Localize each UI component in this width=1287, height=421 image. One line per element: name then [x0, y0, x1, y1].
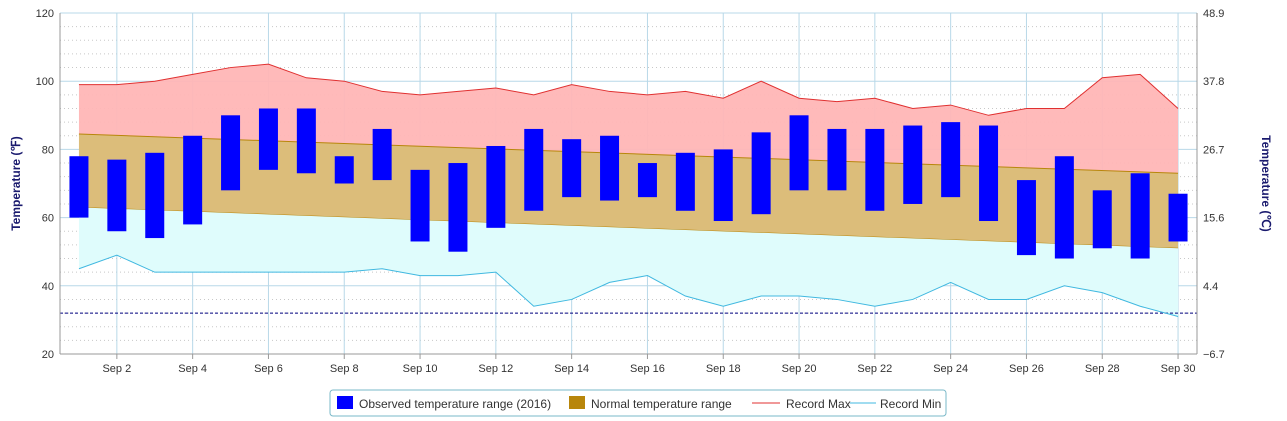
legend-record-max-label: Record Max	[786, 397, 851, 411]
x-tick-label: Sep 10	[403, 363, 438, 375]
observed-bar	[827, 128, 847, 191]
observed-bar	[1130, 173, 1150, 259]
y-left-tick-label: 100	[36, 76, 54, 88]
y-right-tick-label: 48.9	[1203, 8, 1224, 20]
y-left-tick-label: 40	[42, 281, 54, 293]
observed-bar	[1092, 190, 1112, 249]
observed-bar	[258, 108, 278, 170]
observed-bar	[637, 163, 657, 198]
x-tick-label: Sep 28	[1085, 363, 1120, 375]
legend-observed-swatch	[337, 396, 353, 409]
observed-bar	[903, 125, 923, 204]
legend-normal-swatch	[569, 396, 585, 409]
legend-observed-label: Observed temperature range (2016)	[359, 397, 551, 411]
y-right-tick-label: 15.6	[1203, 213, 1224, 225]
observed-bar	[979, 125, 999, 222]
observed-bar	[145, 152, 165, 239]
observed-bar	[183, 135, 203, 225]
observed-bar	[372, 128, 392, 181]
x-tick-label: Sep 6	[254, 363, 283, 375]
y-right-tick-label: 26.7	[1203, 144, 1224, 156]
observed-bar	[1054, 156, 1074, 259]
observed-bar	[675, 152, 695, 211]
y-left-axis-title: Temperature (℉)	[9, 136, 23, 231]
y-right-tick-label: 37.8	[1203, 76, 1224, 88]
observed-bar	[713, 149, 733, 222]
observed-bar	[524, 128, 544, 211]
x-tick-label: Sep 26	[1009, 363, 1044, 375]
axes: 20 40 60 80 100 120 −6.7 4.4 15.6 26.7 37.8 48.9 Sep…	[9, 8, 1273, 375]
y-left-tick-label: 120	[36, 8, 54, 20]
legend-box	[329, 389, 947, 417]
x-tick-label: Sep 8	[330, 363, 359, 375]
x-tick-label: Sep 24	[933, 363, 968, 375]
observed-bars	[69, 108, 1188, 259]
x-tick-label: Sep 20	[782, 363, 817, 375]
x-tick-label: Sep 2	[102, 363, 131, 375]
x-tick-label: Sep 4	[178, 363, 207, 375]
record-min-area	[78, 207, 1179, 317]
legend-record-min-label: Record Min	[880, 397, 941, 411]
observed-bar	[1168, 193, 1188, 242]
observed-bar	[941, 122, 961, 198]
y-left-tick-label: 60	[42, 213, 54, 225]
observed-bar	[334, 156, 354, 184]
legend: Observed temperature range (2016) Normal …	[329, 389, 947, 417]
record-min-line	[78, 254, 1179, 317]
observed-bar	[865, 128, 885, 211]
observed-bar	[221, 115, 241, 191]
observed-bar	[107, 159, 127, 232]
x-tick-label: Sep 14	[554, 363, 589, 375]
x-tick-label: Sep 22	[857, 363, 892, 375]
observed-bar	[69, 156, 89, 218]
y-left-tick-label: 80	[42, 144, 54, 156]
observed-bar	[410, 169, 430, 242]
y-right-tick-label: 4.4	[1203, 281, 1218, 293]
observed-bar	[600, 135, 620, 201]
observed-bar	[448, 163, 468, 252]
observed-bar	[296, 108, 316, 174]
observed-bar	[486, 145, 506, 228]
y-right-axis-title: Temperature (℃)	[1259, 135, 1273, 232]
x-tick-label: Sep 18	[706, 363, 741, 375]
y-left-tick-label: 20	[42, 349, 54, 361]
x-tick-label: Sep 12	[478, 363, 513, 375]
observed-bar	[1016, 180, 1036, 256]
x-tick-label: Sep 16	[630, 363, 665, 375]
observed-bar	[789, 115, 809, 191]
y-right-tick-label: −6.7	[1203, 349, 1225, 361]
legend-normal-label: Normal temperature range	[591, 397, 732, 411]
record-lines	[78, 63, 1179, 317]
x-tick-label: Sep 30	[1161, 363, 1196, 375]
record-max-line	[78, 63, 1179, 116]
observed-bar	[562, 139, 582, 198]
observed-bar	[751, 132, 771, 215]
